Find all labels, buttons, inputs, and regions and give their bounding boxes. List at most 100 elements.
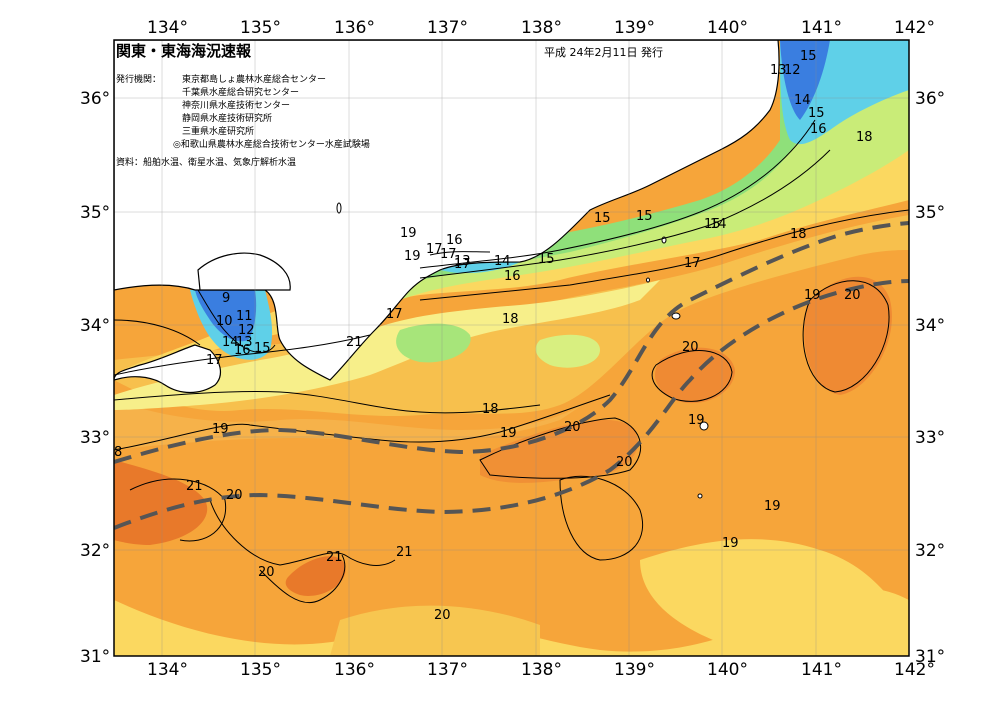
isotherm-label: 10	[216, 314, 233, 329]
longitude-ticks-top: 134° 135° 136° 137° 138° 139° 140° 141° …	[147, 18, 935, 38]
isotherm-label: 15	[808, 106, 825, 121]
svg-text:32°: 32°	[915, 541, 945, 561]
isotherm-label: 15	[594, 211, 611, 226]
svg-text:136°: 136°	[334, 18, 375, 38]
issue-date: 平成 24年2月11日 発行	[544, 45, 663, 59]
isotherm-label: 19	[500, 426, 517, 441]
publisher-org: ◎和歌山県農林水産総合技術センター水産試験場	[173, 138, 370, 150]
isotherm-label: 14	[794, 93, 811, 108]
isotherm-label: 8	[114, 445, 122, 460]
publisher-org: 静岡県水産技術研究所	[182, 112, 272, 124]
isotherm-label: 21	[396, 545, 413, 560]
svg-text:139°: 139°	[614, 18, 655, 38]
svg-text:141°: 141°	[801, 660, 842, 680]
latitude-ticks-left: 36° 35° 34° 33° 32° 31°	[80, 89, 110, 667]
isotherm-label: 15	[538, 252, 555, 267]
svg-text:36°: 36°	[80, 89, 110, 109]
svg-text:34°: 34°	[80, 316, 110, 336]
svg-text:31°: 31°	[915, 647, 945, 667]
isotherm-label: 14	[710, 217, 727, 232]
isotherm-label: 16	[234, 343, 251, 358]
graticule	[114, 40, 909, 656]
isotherm-label: 15	[254, 341, 271, 356]
svg-text:140°: 140°	[707, 660, 748, 680]
isotherm-label: 18	[502, 312, 519, 327]
isotherm-label: 21	[326, 550, 343, 565]
publisher-label: 発行機関：	[116, 73, 161, 85]
isotherm-label: 13	[236, 335, 253, 350]
isotherm-label: 20	[616, 455, 633, 470]
isotherm-label: 15	[704, 217, 721, 232]
svg-text:34°: 34°	[915, 316, 945, 336]
isotherm-label: 16	[504, 269, 521, 284]
svg-text:137°: 137°	[427, 660, 468, 680]
latitude-ticks-right: 36° 35° 34° 33° 32° 31°	[915, 89, 945, 667]
isotherm-label: 15	[636, 209, 653, 224]
isotherm-label: 20	[226, 488, 243, 503]
svg-text:138°: 138°	[521, 18, 562, 38]
svg-text:134°: 134°	[147, 660, 188, 680]
isotherm-label: 16	[446, 233, 463, 248]
islands	[336, 202, 709, 499]
longitude-ticks-bottom: 134° 135° 136° 137° 138° 139° 140° 141° …	[147, 660, 935, 680]
isotherm-label: 19	[688, 413, 705, 428]
svg-text:142°: 142°	[894, 660, 935, 680]
isotherm-label: 20	[564, 420, 581, 435]
svg-text:134°: 134°	[147, 18, 188, 38]
svg-text:35°: 35°	[915, 203, 945, 223]
svg-text:135°: 135°	[240, 660, 281, 680]
svg-text:136°: 136°	[334, 660, 375, 680]
isotherm-label: 19	[804, 288, 821, 303]
isotherm-label: 19	[400, 226, 417, 241]
isotherm-label: 17	[454, 257, 471, 272]
publisher-org: 神奈川県水産技術センター	[182, 99, 290, 111]
isotherm-label: 17	[426, 242, 443, 257]
isotherm-label: 14	[494, 254, 511, 269]
svg-text:33°: 33°	[915, 428, 945, 448]
isotherm-label: 19	[212, 422, 229, 437]
isotherm-label: 20	[258, 565, 275, 580]
isotherm-label: 19	[404, 249, 421, 264]
svg-text:31°: 31°	[80, 647, 110, 667]
isotherm-label: 19	[764, 499, 781, 514]
isotherm-label: 18	[790, 227, 807, 242]
kuroshio-axis	[114, 221, 909, 530]
isotherm-labels: 8 9 10 11 12 13 14 15 16 17 18 19 20 21 …	[114, 49, 873, 623]
isotherm-label: 20	[844, 288, 861, 303]
isotherm-label: 16	[810, 122, 827, 137]
svg-text:32°: 32°	[80, 541, 110, 561]
svg-text:135°: 135°	[240, 18, 281, 38]
isotherm-label: 13	[454, 254, 471, 269]
data-source: 資料：船舶水温、衛星水温、気象庁解析水温	[116, 156, 296, 168]
isotherm-label: 17	[440, 247, 457, 262]
isotherm-label: 21	[186, 479, 203, 494]
publisher-org: 東京都島しょ農林水産総合センター	[182, 73, 326, 85]
isotherm-label: 18	[482, 402, 499, 417]
svg-text:141°: 141°	[801, 18, 842, 38]
svg-text:139°: 139°	[614, 660, 655, 680]
isotherm-label: 12	[238, 323, 255, 338]
isotherms	[114, 119, 909, 604]
svg-text:35°: 35°	[80, 203, 110, 223]
isotherm-label: 13	[770, 63, 787, 78]
svg-text:33°: 33°	[80, 428, 110, 448]
publisher-org: 三重県水産研究所	[182, 125, 254, 137]
isotherm-label: 17	[684, 256, 701, 271]
isotherm-label: 9	[222, 291, 230, 306]
isotherm-label: 12	[784, 63, 801, 78]
svg-text:142°: 142°	[894, 18, 935, 38]
isotherm-label: 18	[856, 130, 873, 145]
isotherm-label: 14	[222, 335, 239, 350]
map-border	[113, 39, 910, 657]
isotherm-label: 19	[722, 536, 739, 551]
isotherm-label: 17	[206, 353, 223, 368]
svg-text:36°: 36°	[915, 89, 945, 109]
publisher-org: 千葉県水産総合研究センター	[182, 86, 299, 98]
isotherm-label: 11	[236, 309, 253, 324]
svg-text:138°: 138°	[521, 660, 562, 680]
isotherm-label: 21	[346, 335, 363, 350]
svg-text:140°: 140°	[707, 18, 748, 38]
isotherm-label: 15	[800, 49, 817, 64]
map-title: 関東・東海海況速報	[116, 42, 252, 60]
